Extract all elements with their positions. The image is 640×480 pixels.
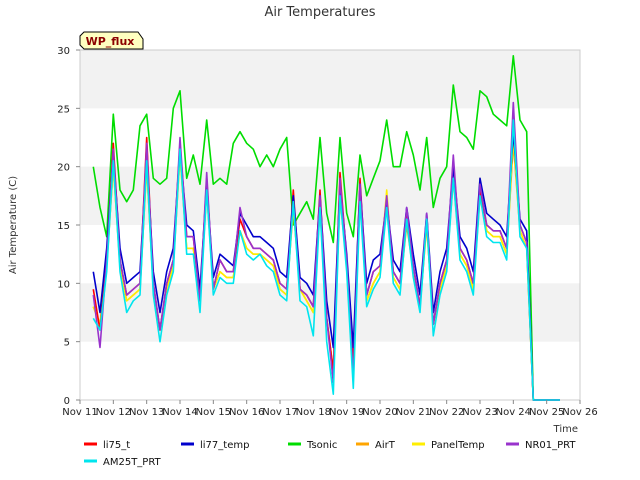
x-tick-label: Nov 16	[229, 407, 264, 418]
series-line-am25t-prt	[92, 119, 560, 401]
x-tick-label: Nov 11	[62, 407, 97, 418]
y-tick-label: 0	[64, 396, 70, 407]
y-tick-label: 10	[57, 279, 70, 290]
x-tick-label: Nov 24	[496, 407, 531, 418]
badge-label: WP_flux	[86, 35, 135, 48]
x-tick-label: Nov 20	[362, 407, 397, 418]
legend-label: AirT	[375, 440, 396, 451]
y-axis-label: Air Temperature (C)	[8, 176, 19, 274]
grid-band	[80, 50, 580, 109]
x-tick-label: Nov 22	[429, 407, 464, 418]
y-tick-label: 20	[57, 163, 70, 174]
legend-label: AM25T_PRT	[103, 457, 162, 468]
legend-label: li77_temp	[200, 440, 249, 451]
series-line-nr01-prt	[92, 101, 560, 401]
series-line-li77-temp	[92, 130, 560, 401]
legend-label: Tsonic	[306, 440, 337, 451]
x-tick-label: Nov 25	[529, 407, 564, 418]
x-tick-label: Nov 17	[262, 407, 297, 418]
series-layer	[92, 55, 560, 401]
y-tick-label: 15	[57, 221, 70, 232]
chart-title: Air Temperatures	[264, 5, 375, 20]
x-tick-label: Nov 14	[162, 407, 197, 418]
x-axis-label: Time	[553, 424, 578, 435]
legend-label: li75_t	[103, 440, 130, 451]
y-tick-label: 25	[57, 104, 70, 115]
x-tick-label: Nov 13	[129, 407, 164, 418]
x-tick-label: Nov 26	[562, 407, 597, 418]
y-tick-label: 5	[64, 338, 70, 349]
legend: li75_t li77_temp Tsonic AirT PanelTemp NR01_P…	[84, 440, 576, 468]
y-axis-ticks: 0 5 10 15 20 25 30	[57, 46, 80, 407]
x-tick-label: Nov 19	[329, 407, 364, 418]
legend-label: NR01_PRT	[525, 440, 576, 451]
y-tick-label: 30	[57, 46, 70, 57]
grid-band	[80, 166, 580, 225]
series-line-tsonic	[92, 55, 560, 401]
x-tick-label: Nov 18	[296, 407, 331, 418]
wp-flux-badge: WP_flux	[79, 31, 144, 50]
x-tick-label: Nov 12	[96, 407, 131, 418]
x-tick-label: Nov 15	[196, 407, 231, 418]
x-tick-label: Nov 23	[462, 407, 497, 418]
grid-bands	[80, 50, 580, 342]
x-tick-label: Nov 21	[396, 407, 431, 418]
legend-label: PanelTemp	[431, 440, 485, 451]
